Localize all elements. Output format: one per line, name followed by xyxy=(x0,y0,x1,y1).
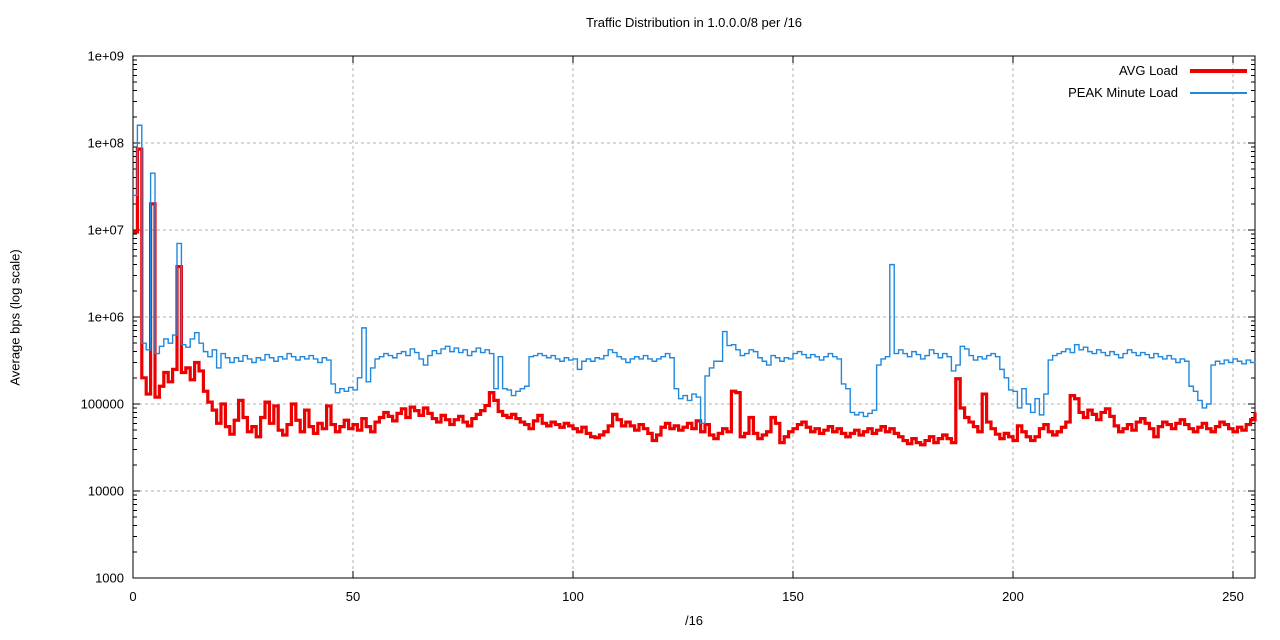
plot-border xyxy=(132,55,1256,579)
legend: AVG Load PEAK Minute Load xyxy=(1068,63,1247,100)
legend-line-sample-avg xyxy=(1190,68,1247,73)
legend-item-avg-load: AVG Load xyxy=(1068,63,1247,78)
x-tick-label: 50 xyxy=(346,589,360,604)
x-axis-label: /16 xyxy=(684,613,704,628)
x-tick-label: 150 xyxy=(782,589,804,604)
y-tick-label: 1e+09 xyxy=(87,49,124,64)
chart-title: Traffic Distribution in 1.0.0.0/8 per /1… xyxy=(585,15,803,30)
y-tick-label: 10000 xyxy=(88,484,124,499)
y-tick-label: 1000 xyxy=(95,571,124,586)
x-tick-label: 250 xyxy=(1222,589,1244,604)
y-tick-label: 100000 xyxy=(81,397,124,412)
legend-label-peak-load: PEAK Minute Load xyxy=(1068,85,1178,100)
legend-label-avg-load: AVG Load xyxy=(1118,63,1178,78)
y-tick-label: 1e+08 xyxy=(87,136,124,151)
y-tick-label: 1e+06 xyxy=(87,310,124,325)
series-avg-load xyxy=(133,147,1257,447)
x-tick-label: 100 xyxy=(562,589,584,604)
x-tick-label: 0 xyxy=(129,589,136,604)
y-tick-label: 1e+07 xyxy=(87,223,124,238)
series-peak-minute-load xyxy=(133,124,1256,425)
legend-line-sample-peak xyxy=(1190,91,1247,94)
x-tick-label: 200 xyxy=(1002,589,1024,604)
legend-item-peak-load: PEAK Minute Load xyxy=(1068,85,1247,100)
